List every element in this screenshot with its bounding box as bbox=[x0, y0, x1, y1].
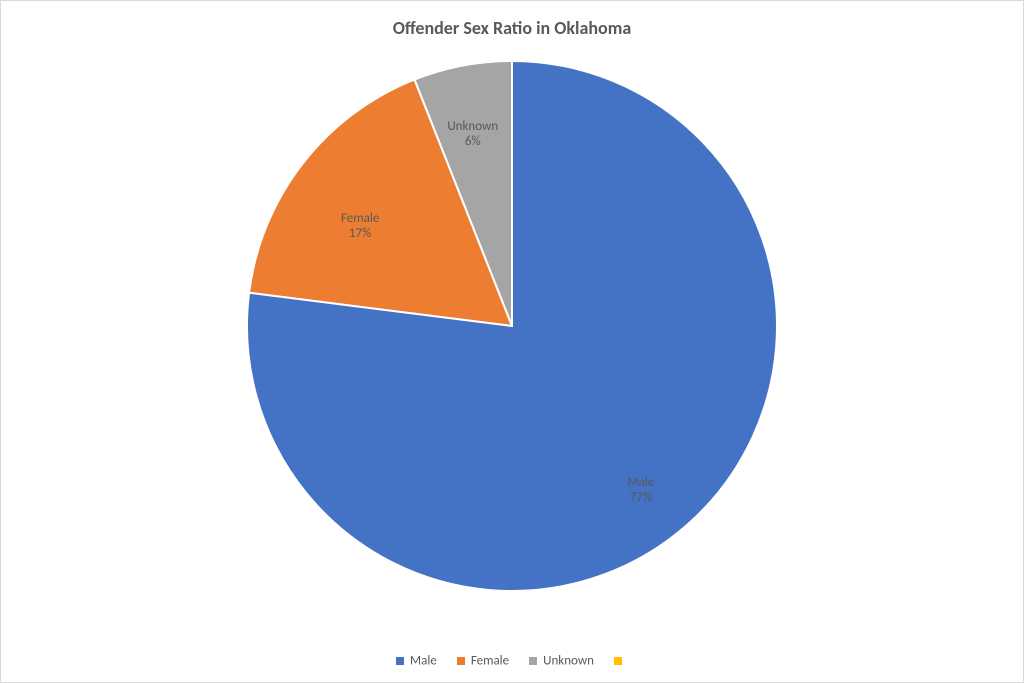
legend-label: Unknown bbox=[543, 653, 594, 668]
slice-label-unknown: Unknown6% bbox=[447, 120, 498, 150]
legend-item-female: Female bbox=[457, 653, 509, 668]
legend-label: Male bbox=[410, 653, 437, 668]
slice-label-male: Male77% bbox=[628, 476, 655, 506]
slice-label-name: Unknown bbox=[447, 120, 498, 135]
chart-title: Offender Sex Ratio in Oklahoma bbox=[1, 17, 1023, 39]
slice-label-value: 6% bbox=[447, 135, 498, 150]
legend-swatch bbox=[614, 657, 622, 665]
slice-label-female: Female17% bbox=[341, 212, 379, 242]
legend-item-empty bbox=[614, 653, 628, 668]
legend-swatch bbox=[457, 657, 465, 665]
slice-label-name: Female bbox=[341, 212, 379, 227]
legend-swatch bbox=[396, 657, 404, 665]
pie-chart: Offender Sex Ratio in Oklahoma Unknown6%… bbox=[0, 0, 1024, 683]
pie-svg bbox=[247, 61, 777, 591]
legend-label: Female bbox=[471, 653, 509, 668]
legend-swatch bbox=[529, 657, 537, 665]
legend-item-unknown: Unknown bbox=[529, 653, 594, 668]
slice-label-name: Male bbox=[628, 476, 655, 491]
legend: Male Female Unknown bbox=[1, 653, 1023, 668]
slice-label-value: 77% bbox=[628, 491, 655, 506]
pie-area: Unknown6% Female17% Male77% bbox=[1, 61, 1023, 631]
slice-label-value: 17% bbox=[341, 227, 379, 242]
legend-item-male: Male bbox=[396, 653, 437, 668]
